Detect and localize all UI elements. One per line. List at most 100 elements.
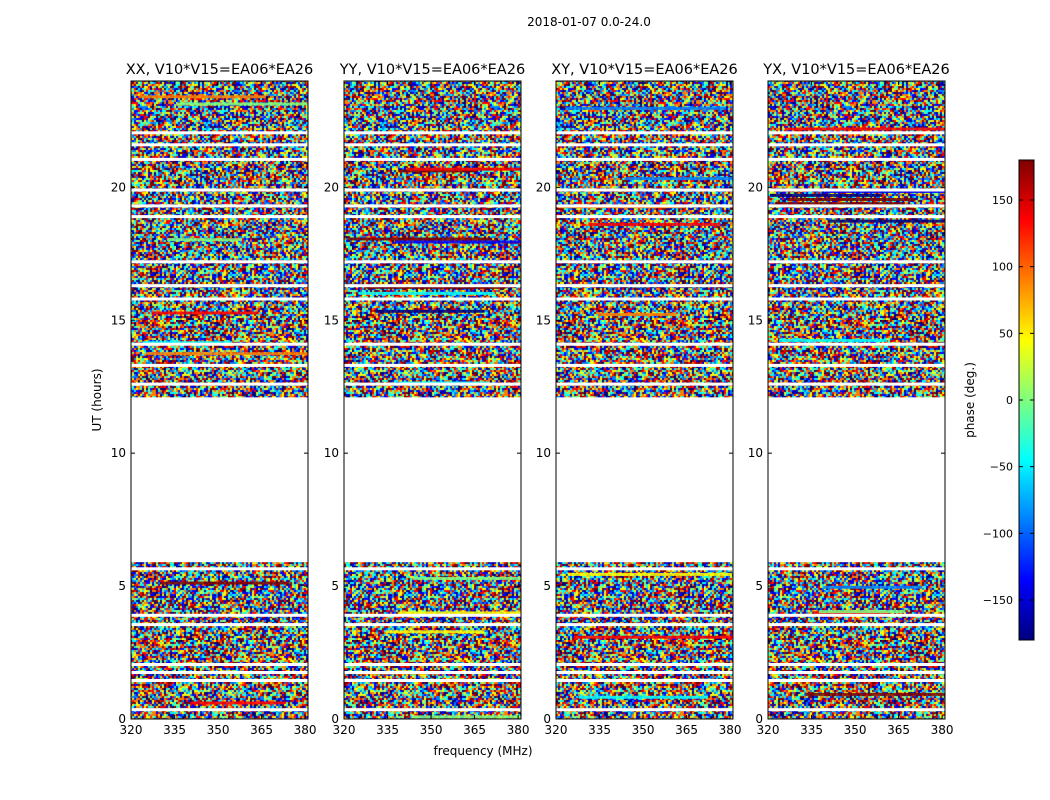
y-tick-label: 0: [755, 712, 763, 726]
flagged-row: [344, 143, 521, 147]
flagged-row: [344, 382, 521, 386]
flagged-row: [556, 284, 733, 288]
y-tick-label: 5: [331, 579, 339, 593]
y-tick-label: 15: [748, 313, 763, 327]
x-axis-label: frequency (MHz): [433, 744, 532, 758]
flagged-row: [344, 284, 521, 288]
x-tick-label: 365: [250, 723, 273, 737]
flagged-row: [768, 342, 945, 346]
x-tick-label: 380: [719, 723, 742, 737]
flagged-row: [768, 623, 945, 627]
flagged-row: [768, 671, 945, 674]
y-tick-label: 20: [748, 180, 763, 194]
flagged-row: [768, 188, 945, 192]
y-tick-label: 0: [118, 712, 126, 726]
flagged-row: [131, 131, 308, 135]
flagged-row: [131, 671, 308, 674]
flagged-row: [131, 157, 308, 161]
panel-frame: [767, 80, 946, 720]
flagged-row: [768, 143, 945, 147]
flagged-row: [556, 157, 733, 161]
flagged-row: [131, 663, 308, 666]
colorbar-tick-label: −50: [990, 461, 1013, 474]
panel-1: XX, V10*V15=EA06*EA26 320 335 350 365 380 0 5 10…: [111, 62, 317, 737]
flagged-row: [131, 143, 308, 147]
flagged-row: [556, 297, 733, 301]
colorbar-tick-label: 50: [999, 327, 1013, 340]
flagged-row: [768, 613, 945, 617]
colorbar: −150 −100 −50 0 50 100 150: [983, 159, 1035, 641]
flagged-row: [344, 157, 521, 161]
y-tick-label: 0: [331, 712, 339, 726]
panel-title: YY, V10*V15=EA06*EA26: [339, 62, 525, 78]
flagged-row: [556, 613, 733, 617]
y-tick-label: 5: [118, 579, 126, 593]
colorbar-tick-label: −100: [983, 527, 1013, 540]
flagged-row: [344, 679, 521, 682]
flagged-row: [344, 613, 521, 617]
panel-title: XY, V10*V15=EA06*EA26: [551, 62, 737, 78]
flagged-row: [556, 363, 733, 367]
flagged-row: [131, 567, 308, 571]
flagged-row: [131, 613, 308, 617]
flagged-row: [768, 382, 945, 386]
y-tick-label: 15: [324, 313, 339, 327]
flagged-row: [768, 131, 945, 135]
x-tick-label: 350: [844, 723, 867, 737]
panel-title: XX, V10*V15=EA06*EA26: [126, 62, 314, 78]
flagged-row: [131, 363, 308, 367]
x-tick-label: 380: [507, 723, 530, 737]
flagged-row: [556, 663, 733, 666]
flagged-row: [556, 382, 733, 386]
flagged-row: [556, 708, 733, 712]
flagged-row: [768, 663, 945, 666]
flagged-row: [344, 623, 521, 627]
x-tick-label: 365: [463, 723, 486, 737]
flagged-row: [131, 188, 308, 192]
y-tick-label: 10: [111, 446, 126, 460]
flagged-row: [556, 131, 733, 135]
flagged-row: [556, 679, 733, 682]
flagged-row: [344, 567, 521, 571]
flagged-row: [556, 567, 733, 571]
x-tick-label: 335: [588, 723, 611, 737]
y-tick-label: 0: [543, 712, 551, 726]
y-tick-label: 20: [536, 180, 551, 194]
y-tick-label: 10: [324, 446, 339, 460]
no-data-gap: [344, 397, 521, 563]
x-tick-label: 380: [931, 723, 954, 737]
flagged-row: [131, 708, 308, 712]
flagged-row: [344, 363, 521, 367]
flagged-row: [768, 679, 945, 682]
flagged-row: [131, 215, 308, 219]
flagged-row: [344, 204, 521, 208]
x-tick-label: 365: [887, 723, 910, 737]
flagged-row: [131, 623, 308, 627]
x-tick-label: 320: [120, 723, 143, 737]
flagged-row: [556, 204, 733, 208]
flagged-row: [768, 284, 945, 288]
no-data-gap: [131, 397, 308, 563]
flagged-row: [344, 663, 521, 666]
flagged-row: [131, 297, 308, 301]
flagged-row: [344, 342, 521, 346]
panel-title: YX, V10*V15=EA06*EA26: [762, 62, 949, 78]
flagged-row: [344, 297, 521, 301]
colorbar-tick-label: 150: [992, 194, 1013, 207]
flagged-row: [344, 215, 521, 219]
no-data-gap: [768, 397, 945, 563]
flagged-row: [768, 363, 945, 367]
flagged-row: [344, 260, 521, 264]
flagged-row: [768, 157, 945, 161]
flagged-row: [556, 623, 733, 627]
y-tick-label: 15: [536, 313, 551, 327]
flagged-row: [556, 260, 733, 264]
flagged-row: [556, 215, 733, 219]
figure-suptitle: 2018-01-07 0.0-24.0: [527, 15, 651, 29]
x-tick-label: 335: [800, 723, 823, 737]
flagged-row: [768, 708, 945, 712]
panel-2: YY, V10*V15=EA06*EA26 320 335 350 365 380 0 5 10…: [324, 62, 530, 737]
flagged-row: [556, 671, 733, 674]
x-tick-label: 350: [420, 723, 443, 737]
